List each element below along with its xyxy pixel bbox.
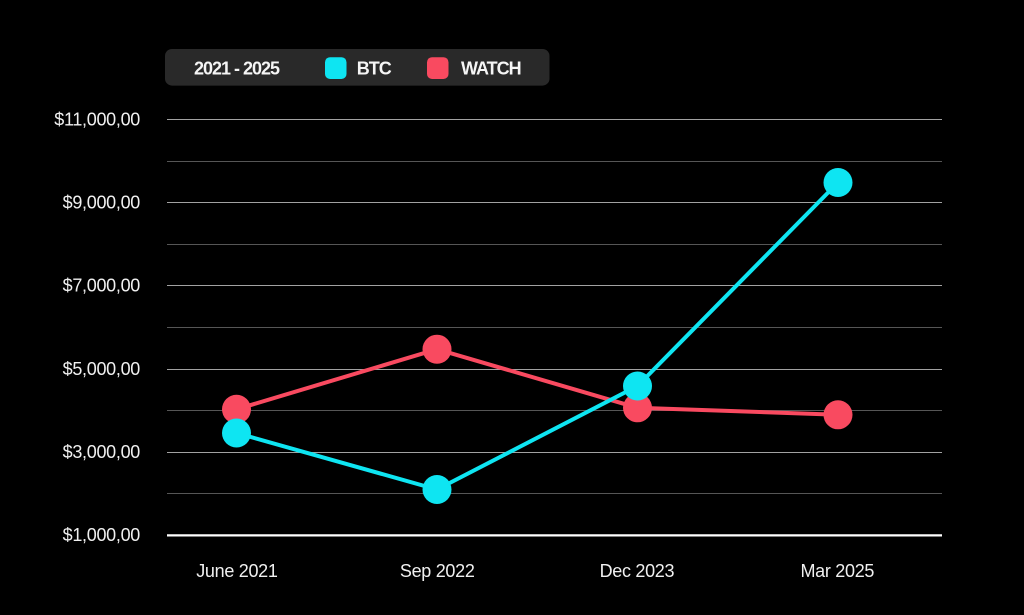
svg-text:$3,000,00: $3,000,00 xyxy=(63,442,141,462)
svg-text:Sep 2022: Sep 2022 xyxy=(400,561,475,581)
svg-text:June 2021: June 2021 xyxy=(196,561,278,581)
svg-text:$11,000,00: $11,000,00 xyxy=(54,110,140,130)
svg-text:2021 - 2025: 2021 - 2025 xyxy=(194,59,280,79)
svg-text:$7,000,00: $7,000,00 xyxy=(63,276,141,296)
svg-text:BTC: BTC xyxy=(357,59,392,79)
svg-text:Dec 2023: Dec 2023 xyxy=(600,561,675,581)
svg-text:Mar 2025: Mar 2025 xyxy=(800,561,874,581)
svg-text:WATCH: WATCH xyxy=(461,59,521,79)
svg-text:$1,000,00: $1,000,00 xyxy=(63,525,141,545)
svg-text:$5,000,00: $5,000,00 xyxy=(63,359,141,379)
svg-text:$9,000,00: $9,000,00 xyxy=(63,193,141,213)
